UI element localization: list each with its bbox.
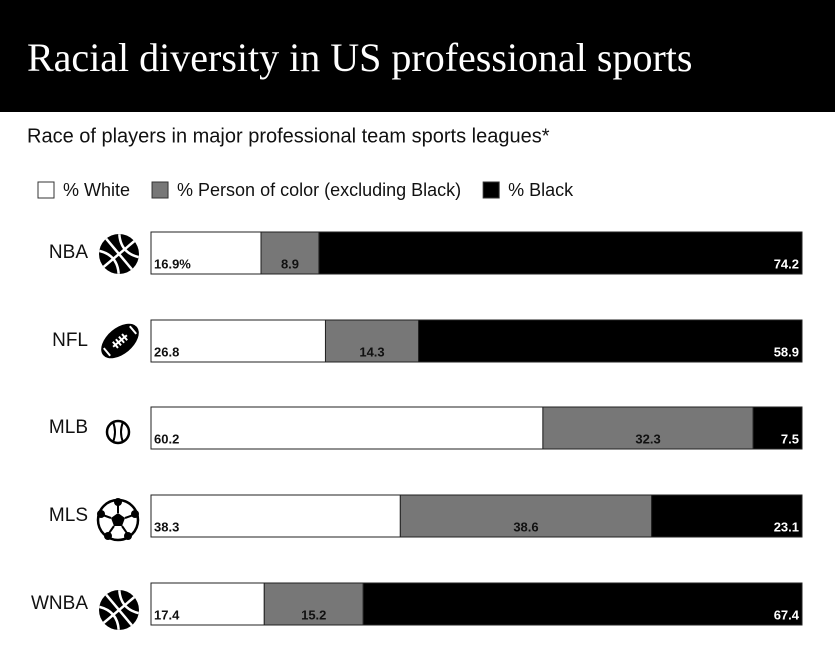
legend-label: % Person of color (excluding Black) [177,180,461,200]
legend-swatch [482,181,500,199]
basketball-icon [99,234,139,274]
bar-segment [399,494,653,538]
bar-segment [362,582,803,626]
value-label: 38.3 [154,519,179,534]
bar-segment [150,494,401,538]
category-label: NBA [49,242,88,263]
bar-segment [324,319,420,363]
value-label: 74.2 [774,256,799,271]
category-label: WNBA [31,593,88,614]
value-label: 15.2 [301,607,326,622]
value-label: 58.9 [774,344,799,359]
legend-swatch [37,181,55,199]
value-label: 26.8 [154,344,179,359]
value-label: 7.5 [781,431,799,446]
bar-segment [150,406,544,450]
value-label: 23.1 [774,519,799,534]
football-icon [101,323,139,359]
chart-title: Racial diversity in US professional spor… [27,35,692,80]
bar-segment [150,231,262,275]
value-label: 38.6 [513,519,538,534]
legend-swatch [151,181,169,199]
bar-segment [418,319,803,363]
bar-segment [318,231,803,275]
category-label: MLB [49,417,88,438]
value-label: 16.9% [154,256,191,271]
value-label: 8.9 [281,256,299,271]
category-label: MLS [49,505,88,526]
icons [96,234,140,630]
bar-segment [150,582,265,626]
value-label: 32.3 [635,431,660,446]
legend-label: % White [63,180,130,200]
value-label: 60.2 [154,431,179,446]
value-label: 14.3 [359,344,384,359]
title-bar [0,0,835,112]
baseball-icon [105,419,131,445]
bar-segment [651,494,803,538]
soccer-icon [96,498,140,542]
legend-label: % Black [508,180,574,200]
category-label: NFL [52,330,88,351]
bar-segment [752,406,803,450]
value-label: 17.4 [154,607,180,622]
bar-segment [260,231,320,275]
chart-subtitle: Race of players in major professional te… [27,125,550,147]
basketball-icon [99,590,139,630]
bar-segment [263,582,364,626]
bar-segment [150,319,326,363]
value-label: 67.4 [774,607,800,622]
